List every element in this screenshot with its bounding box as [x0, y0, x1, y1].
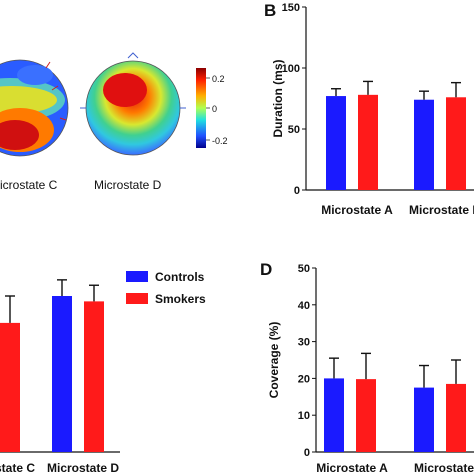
- colorbar-tick-top: 0.2: [212, 74, 225, 84]
- bar-smokers: [0, 322, 20, 452]
- bar-controls: [414, 387, 434, 452]
- topomap-microstate-c: [0, 59, 69, 157]
- chart-coverage: 0 10 20 30 40 50 Coverage (%) Microstate A Micro…: [267, 263, 474, 474]
- bar-controls: [324, 378, 344, 452]
- x-tick-label: Microstate C: [0, 461, 35, 474]
- bar-controls: [52, 296, 72, 452]
- x-tick-label: Microstate A: [321, 203, 393, 217]
- x-tick-label: Microstate B: [409, 203, 474, 217]
- y-tick-label: 50: [298, 263, 310, 275]
- y-tick-label: 20: [298, 373, 310, 385]
- bar-smokers: [446, 97, 466, 190]
- bar-smokers: [84, 301, 104, 452]
- colorbar: 0.2 0 -0.2: [196, 68, 228, 148]
- chart-duration: 0 50 100 150 Duration (ms) Microstate A Micros…: [271, 2, 474, 217]
- x-tick-label: Microstate D: [47, 461, 119, 474]
- x-tick-label: Microstate B: [414, 461, 474, 474]
- chart-partial-c: Microstate C Microstate D: [0, 279, 120, 474]
- x-tick-label: Microstate A: [316, 461, 388, 474]
- y-tick-label: 0: [294, 185, 300, 197]
- topomap-microstate-d: [80, 52, 186, 156]
- legend-swatch-controls: [126, 271, 148, 282]
- colorbar-tick-mid: 0: [212, 104, 217, 114]
- legend-label-controls: Controls: [155, 270, 205, 284]
- panel-letter-b: B: [264, 1, 276, 20]
- y-tick-label: 30: [298, 337, 310, 349]
- y-tick-label: 100: [282, 63, 300, 75]
- bar-smokers: [356, 379, 376, 452]
- y-axis-label: Coverage (%): [267, 322, 281, 399]
- y-tick-label: 150: [282, 2, 300, 14]
- bar-smokers: [446, 383, 466, 452]
- panel-letter-d: D: [260, 260, 272, 279]
- topomap-label-c: icrostate C: [0, 178, 58, 192]
- legend-label-smokers: Smokers: [155, 292, 206, 306]
- bar-smokers: [358, 94, 378, 190]
- y-axis-label: Duration (ms): [271, 59, 285, 137]
- bar-controls: [326, 96, 346, 190]
- legend-swatch-smokers: [126, 293, 148, 304]
- legend: Controls Smokers: [126, 270, 206, 306]
- bar-controls: [414, 99, 434, 190]
- y-tick-label: 40: [298, 300, 310, 312]
- topomap-label-d: Microstate D: [94, 178, 162, 192]
- y-tick-label: 0: [304, 447, 310, 459]
- y-tick-label: 50: [288, 124, 300, 136]
- y-tick-label: 10: [298, 410, 310, 422]
- colorbar-tick-bottom: -0.2: [212, 136, 228, 146]
